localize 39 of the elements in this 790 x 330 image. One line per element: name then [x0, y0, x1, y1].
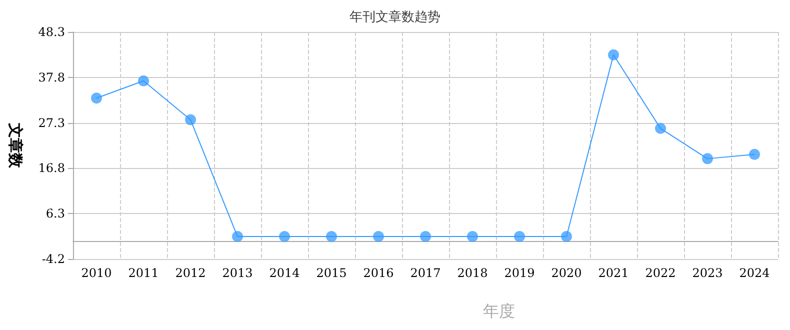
point [373, 231, 384, 242]
point [702, 153, 713, 164]
x-tick-label: 2016 [363, 266, 394, 280]
x-tick-label: 2024 [739, 266, 770, 280]
x-tick-label: 2011 [128, 266, 159, 280]
point [655, 122, 666, 134]
point [232, 231, 243, 242]
x-tick-label: 2018 [457, 266, 488, 280]
x-axis-title: 年度 [483, 301, 515, 320]
point [749, 148, 760, 160]
y-tick-label: 48.3 [38, 25, 65, 39]
x-tick-label: 2019 [504, 266, 535, 280]
x-tick-label: 2023 [692, 266, 723, 280]
point [138, 75, 149, 86]
x-tick-label: 2017 [410, 266, 441, 280]
x-tick-label: 2014 [269, 266, 300, 280]
x-tick-label: 2022 [645, 266, 676, 280]
y-axis-title: 文章数 [6, 122, 24, 169]
chart-title: 年刊文章数趋势 [350, 10, 440, 25]
y-tick-label: -4.2 [42, 252, 65, 266]
point [608, 49, 619, 60]
point [326, 231, 337, 242]
point [561, 231, 572, 242]
y-tick-label: 6.3 [46, 206, 65, 221]
point [514, 231, 525, 242]
y-tick-label: 16.8 [38, 161, 65, 176]
x-tick-label: 2013 [222, 266, 253, 280]
point [91, 92, 102, 104]
x-tick-label: 2015 [316, 266, 347, 280]
point [467, 231, 478, 242]
x-tick-label: 2020 [551, 266, 582, 280]
x-tick-label: 2021 [598, 266, 629, 280]
point [185, 114, 196, 126]
y-tick-label: 27.3 [38, 116, 65, 130]
y-tick-label: 37.8 [38, 70, 65, 84]
point [279, 231, 290, 242]
x-tick-label: 2010 [81, 266, 112, 280]
point [420, 231, 431, 242]
x-tick-label: 2012 [175, 266, 206, 280]
